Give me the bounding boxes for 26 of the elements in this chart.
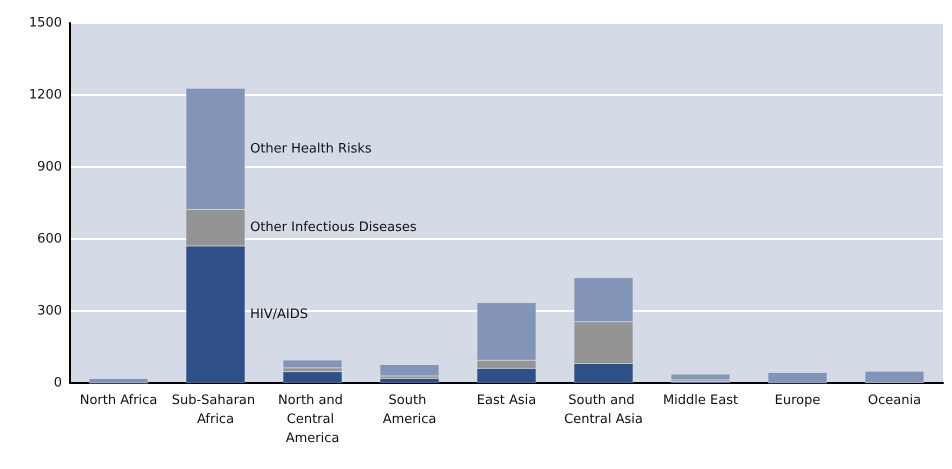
x-tick-label: South America <box>382 393 436 427</box>
y-tick-label: 0 <box>54 376 62 390</box>
bar <box>282 360 342 368</box>
x-tick-label: North and Central America <box>278 393 348 446</box>
bar <box>864 371 924 383</box>
y-tick-label: 900 <box>37 160 62 174</box>
series-label: Other Health Risks <box>250 141 372 156</box>
x-tick-label: Oceania <box>868 393 922 408</box>
bar <box>380 378 440 383</box>
x-tick-label: Europe <box>774 393 820 408</box>
bar <box>282 372 342 383</box>
bar <box>768 372 828 383</box>
x-tick-label: Sub-Saharan Africa <box>172 393 260 427</box>
y-tick-label: 600 <box>37 232 62 246</box>
y-tick-label: 1500 <box>28 16 62 30</box>
bar <box>670 374 730 380</box>
x-tick-label: North Africa <box>80 393 158 408</box>
x-tick-label: South and Central Asia <box>564 393 643 427</box>
bar <box>380 364 440 376</box>
y-tick-label: 1200 <box>28 88 62 102</box>
bar <box>88 378 148 383</box>
x-tick-label: East Asia <box>476 393 536 408</box>
series-label: HIV/AIDS <box>250 306 308 322</box>
y-tick-label: 300 <box>37 304 62 318</box>
x-tick-label: Middle East <box>662 393 738 408</box>
series-label: Other Infectious Diseases <box>250 220 417 236</box>
